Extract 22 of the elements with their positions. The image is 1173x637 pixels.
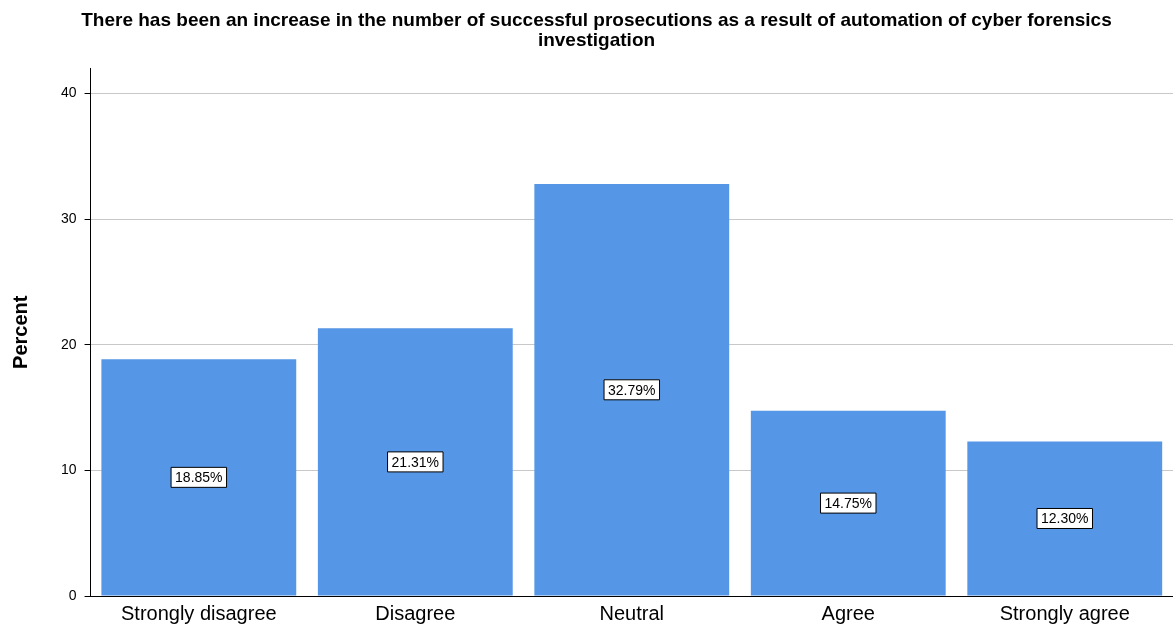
x-tick-label: Neutral xyxy=(599,601,665,624)
bar xyxy=(967,441,1163,596)
y-tick-label: 10 xyxy=(60,461,77,478)
data-label: 32.79% xyxy=(608,381,656,398)
y-tick-label: 40 xyxy=(60,84,77,101)
data-label: 12.30% xyxy=(1041,510,1089,527)
bar xyxy=(101,359,297,596)
data-label: 21.31% xyxy=(391,453,440,470)
x-tick-label: Disagree xyxy=(375,601,456,624)
x-tick-label: Agree xyxy=(821,601,875,624)
y-tick-label: 20 xyxy=(60,335,77,352)
x-tick-label: Strongly agree xyxy=(999,601,1130,624)
chart-title: There has been an increase in the number of successful prosecutions as a result of automation of cyber forensics investigation xyxy=(80,8,1113,52)
data-label: 14.75% xyxy=(824,494,873,511)
y-axis-title: Percent xyxy=(8,295,31,369)
bar xyxy=(750,410,946,596)
bar xyxy=(317,328,513,596)
x-tick-label: Strongly disagree xyxy=(120,601,277,624)
y-tick-label: 0 xyxy=(68,586,77,603)
y-tick-label: 30 xyxy=(60,210,77,226)
bar xyxy=(534,184,730,596)
data-label: 18.85% xyxy=(175,469,223,486)
